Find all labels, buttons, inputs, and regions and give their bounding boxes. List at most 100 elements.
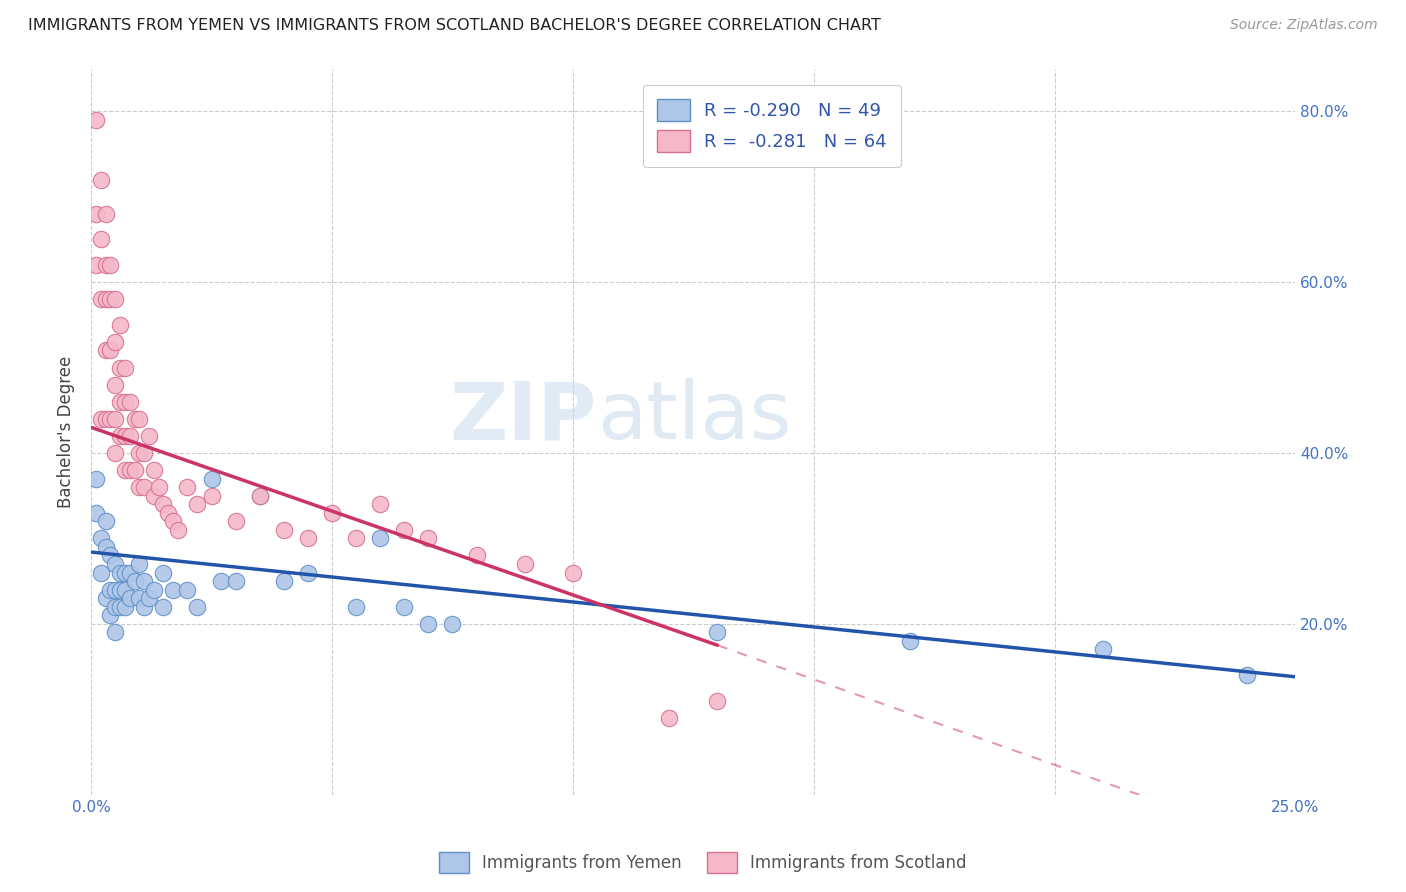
Point — [114, 582, 136, 597]
Point — [297, 566, 319, 580]
Point — [94, 343, 117, 358]
Point — [90, 292, 112, 306]
Point — [273, 574, 295, 588]
Point — [114, 463, 136, 477]
Point — [128, 446, 150, 460]
Point — [100, 549, 122, 563]
Point — [162, 582, 184, 597]
Point — [658, 711, 681, 725]
Point — [104, 557, 127, 571]
Point — [706, 694, 728, 708]
Text: atlas: atlas — [598, 378, 792, 456]
Point — [157, 506, 180, 520]
Point — [94, 591, 117, 606]
Point — [321, 506, 343, 520]
Point — [118, 429, 141, 443]
Point — [90, 566, 112, 580]
Point — [142, 582, 165, 597]
Point — [108, 360, 131, 375]
Text: Source: ZipAtlas.com: Source: ZipAtlas.com — [1230, 18, 1378, 32]
Point — [418, 616, 440, 631]
Point — [142, 463, 165, 477]
Point — [138, 591, 160, 606]
Point — [297, 532, 319, 546]
Point — [142, 489, 165, 503]
Point — [344, 599, 367, 614]
Point — [104, 446, 127, 460]
Point — [200, 472, 222, 486]
Point — [118, 463, 141, 477]
Point — [273, 523, 295, 537]
Point — [108, 582, 131, 597]
Point — [90, 232, 112, 246]
Y-axis label: Bachelor's Degree: Bachelor's Degree — [58, 356, 75, 508]
Point — [118, 394, 141, 409]
Point — [249, 489, 271, 503]
Point — [114, 599, 136, 614]
Point — [394, 599, 416, 614]
Point — [94, 514, 117, 528]
Point — [94, 540, 117, 554]
Point — [898, 634, 921, 648]
Point — [200, 489, 222, 503]
Legend: Immigrants from Yemen, Immigrants from Scotland: Immigrants from Yemen, Immigrants from S… — [433, 846, 973, 880]
Point — [465, 549, 488, 563]
Point — [513, 557, 536, 571]
Point — [124, 463, 146, 477]
Point — [138, 429, 160, 443]
Legend: R = -0.290   N = 49, R =  -0.281   N = 64: R = -0.290 N = 49, R = -0.281 N = 64 — [643, 85, 901, 167]
Point — [152, 599, 174, 614]
Point — [114, 394, 136, 409]
Point — [441, 616, 464, 631]
Point — [118, 566, 141, 580]
Point — [84, 207, 107, 221]
Point — [128, 480, 150, 494]
Point — [94, 258, 117, 272]
Point — [100, 343, 122, 358]
Point — [114, 566, 136, 580]
Point — [108, 599, 131, 614]
Point — [108, 394, 131, 409]
Point — [104, 377, 127, 392]
Point — [176, 480, 198, 494]
Point — [134, 599, 156, 614]
Point — [134, 480, 156, 494]
Point — [104, 412, 127, 426]
Point — [100, 608, 122, 623]
Text: ZIP: ZIP — [450, 378, 598, 456]
Point — [84, 472, 107, 486]
Point — [368, 532, 391, 546]
Point — [94, 207, 117, 221]
Point — [128, 591, 150, 606]
Point — [186, 599, 208, 614]
Point — [152, 497, 174, 511]
Point — [100, 258, 122, 272]
Point — [418, 532, 440, 546]
Point — [108, 318, 131, 332]
Point — [104, 625, 127, 640]
Point — [104, 582, 127, 597]
Point — [100, 412, 122, 426]
Point — [114, 429, 136, 443]
Point — [148, 480, 170, 494]
Point — [368, 497, 391, 511]
Point — [225, 574, 247, 588]
Point — [167, 523, 190, 537]
Point — [249, 489, 271, 503]
Point — [124, 412, 146, 426]
Point — [394, 523, 416, 537]
Point — [84, 258, 107, 272]
Point — [128, 557, 150, 571]
Point — [561, 566, 583, 580]
Point — [134, 446, 156, 460]
Point — [344, 532, 367, 546]
Point — [152, 566, 174, 580]
Point — [84, 506, 107, 520]
Point — [100, 582, 122, 597]
Point — [124, 574, 146, 588]
Point — [162, 514, 184, 528]
Point — [94, 292, 117, 306]
Point — [209, 574, 232, 588]
Point — [108, 566, 131, 580]
Point — [1091, 642, 1114, 657]
